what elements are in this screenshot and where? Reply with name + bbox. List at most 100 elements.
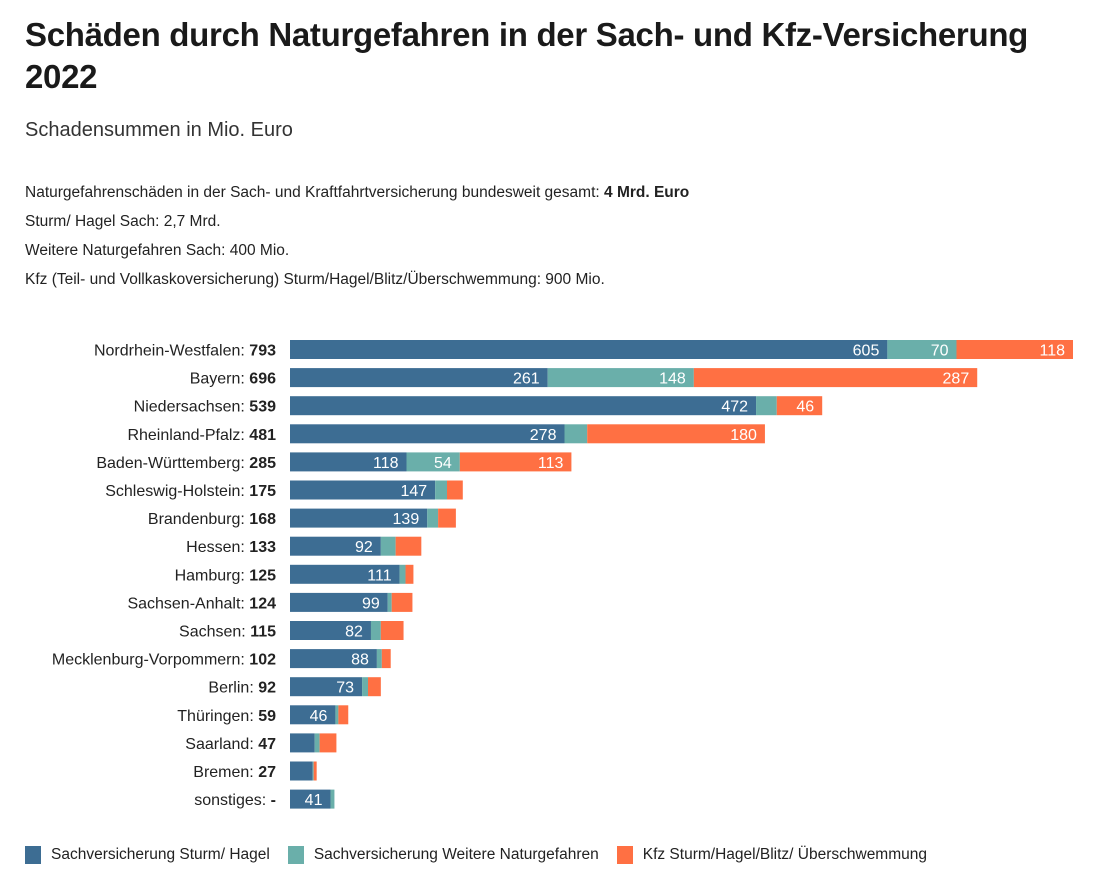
bar-segment-berlin-s0 [290,677,363,697]
note-weitere: Weitere Naturgefahren Sach: 400 Mio. [25,242,290,259]
data-label-baden-wuerttemberg-s1: 54 [434,455,452,472]
data-label-brandenburg-s0: 139 [393,511,420,528]
category-total: 481 [249,427,276,444]
stacked-bar-chart: Nordrhein-Westfalen: 793 605 70 118 Bayern: … [52,340,1073,809]
category-label-thueringen: Thüringen: 59 [177,708,276,725]
category-total: 47 [258,736,276,753]
category-label-bremen: Bremen: 27 [193,764,276,781]
bar-segment-brandenburg-s0 [290,508,428,528]
category-label-berlin: Berlin: 92 [208,680,276,697]
bar-segment-baden-wuerttemberg-s2 [459,452,572,472]
legend-swatch-weitere [287,846,304,864]
bar-segment-bayern-s0 [290,368,548,388]
category-total: 27 [258,764,276,781]
legend-item-kfz: Kfz Sturm/Hagel/Blitz/ Überschwemmung [616,846,927,864]
category-total: 168 [249,511,276,528]
category-label-baden-wuerttemberg: Baden-Württemberg: 285 [96,455,276,472]
data-label-nordrhein-westfalen-s0: 605 [853,343,880,360]
category-total: 696 [249,371,276,388]
bar-segment-sachsen-s2 [380,621,404,640]
bar-segment-sachsen-anhalt-s1 [387,592,392,612]
category-total: 124 [249,595,276,612]
data-label-sachsen-s0: 82 [345,624,363,641]
data-label-bayern-s1: 148 [659,371,686,388]
data-label-baden-wuerttemberg-s0: 118 [373,455,399,472]
data-label-schleswig-holstein-s0: 147 [400,483,427,500]
category-total: 115 [250,624,276,641]
note-total-value: 4 Mrd. Euro [604,184,690,201]
bar-segment-hessen-s2 [395,536,422,556]
data-label-thueringen-s0: 46 [310,708,328,725]
category-label-niedersachsen: Niedersachsen: 539 [134,399,276,416]
bar-segment-bremen-s1 [312,761,314,781]
category-label-hamburg: Hamburg: 125 [175,567,277,584]
bar-segment-berlin-s2 [368,677,381,697]
legend-swatch-sturm-hagel [25,846,41,864]
bar-segment-bayern-s2 [693,368,978,388]
category-label-sonstiges: sonstiges: - [194,792,276,809]
bar-segment-saarland-s1 [314,733,320,753]
bar-segment-sachsen-anhalt-s0 [290,592,388,612]
category-label-rheinland-pfalz: Rheinland-Pfalz: 481 [127,427,276,444]
bar-segment-hessen-s0 [290,536,381,556]
bar-segment-mecklenburg-vorpommern-s2 [381,649,391,669]
bar-segment-bremen-s0 [290,761,313,781]
bar-segment-nordrhein-westfalen-s0 [290,340,888,359]
bar-segment-hamburg-s0 [290,564,400,584]
bar-segment-sachsen-anhalt-s2 [391,592,413,612]
category-label-hessen: Hessen: 133 [186,539,276,556]
bar-segment-hamburg-s1 [399,564,406,584]
category-total: 133 [249,539,276,556]
data-label-berlin-s0: 73 [336,680,354,697]
bar-segment-rheinland-pfalz-s1 [564,424,588,444]
note-total: Naturgefahrenschäden in der Sach- und Kr… [25,184,690,201]
bar-segment-sonstiges-s1 [330,789,335,809]
chart-title: Schäden durch Naturgefahren in der Sach-… [25,16,1029,95]
data-label-niedersachsen-s2: 46 [796,399,814,416]
data-label-mecklenburg-vorpommern-s0: 88 [351,652,369,669]
data-label-hessen-s0: 92 [355,539,373,556]
bar-segment-thueringen-s2 [338,705,349,725]
category-label-schleswig-holstein: Schleswig-Holstein: 175 [105,483,276,500]
bar-segment-mecklenburg-vorpommern-s0 [290,649,377,669]
bar-segment-saarland-s0 [290,733,315,753]
bar-segment-hamburg-s2 [405,564,414,584]
data-label-hamburg-s0: 111 [367,567,391,584]
bar-segment-niedersachsen-s1 [756,396,777,416]
category-label-nordrhein-westfalen: Nordrhein-Westfalen: 793 [94,343,276,360]
category-label-brandenburg: Brandenburg: 168 [148,511,276,528]
data-label-bayern-s2: 287 [943,371,970,388]
legend-item-sturm-hagel: Sachversicherung Sturm/ Hagel [25,846,270,864]
bar-segment-schleswig-holstein-s1 [435,480,447,500]
bar-segment-sonstiges-s0 [290,789,331,809]
note-kfz: Kfz (Teil- und Vollkaskoversicherung) St… [25,271,605,288]
legend-swatch-kfz [616,846,633,864]
chart-subtitle: Schadensummen in Mio. Euro [25,119,293,141]
category-label-sachsen-anhalt: Sachsen-Anhalt: 124 [127,595,276,612]
bar-segment-hessen-s1 [380,536,396,556]
bar-segment-thueringen-s1 [335,705,339,725]
data-label-sonstiges-s0: 41 [305,792,323,809]
category-label-sachsen: Sachsen: 115 [179,624,276,641]
bar-segment-bremen-s2 [313,761,317,781]
bar-segment-berlin-s1 [362,677,369,697]
category-total: 175 [249,483,276,500]
data-label-rheinland-pfalz-s2: 180 [730,427,757,444]
data-label-sachsen-anhalt-s0: 99 [362,595,380,612]
bar-segment-saarland-s2 [319,733,337,753]
bar-segment-bayern-s1 [547,368,694,388]
bar-segment-nordrhein-westfalen-s2 [956,340,1073,359]
category-total: 59 [258,708,276,725]
bar-segment-schleswig-holstein-s2 [446,480,463,500]
note-sturm-hagel: Sturm/ Hagel Sach: 2,7 Mrd. [25,213,221,230]
category-label-mecklenburg-vorpommern: Mecklenburg-Vorpommern: 102 [52,652,276,669]
bar-segment-baden-wuerttemberg-s1 [406,452,460,472]
category-total: 125 [249,567,276,584]
data-label-nordrhein-westfalen-s2: 118 [1039,343,1065,360]
data-label-nordrhein-westfalen-s1: 70 [931,343,949,360]
bar-segment-nordrhein-westfalen-s1 [887,340,957,359]
bar-segment-sachsen-s0 [290,621,371,640]
summary-notes: Naturgefahrenschäden in der Sach- und Kr… [25,181,689,297]
bar-segment-rheinland-pfalz-s0 [290,424,565,444]
bar-segment-baden-wuerttemberg-s0 [290,452,407,472]
